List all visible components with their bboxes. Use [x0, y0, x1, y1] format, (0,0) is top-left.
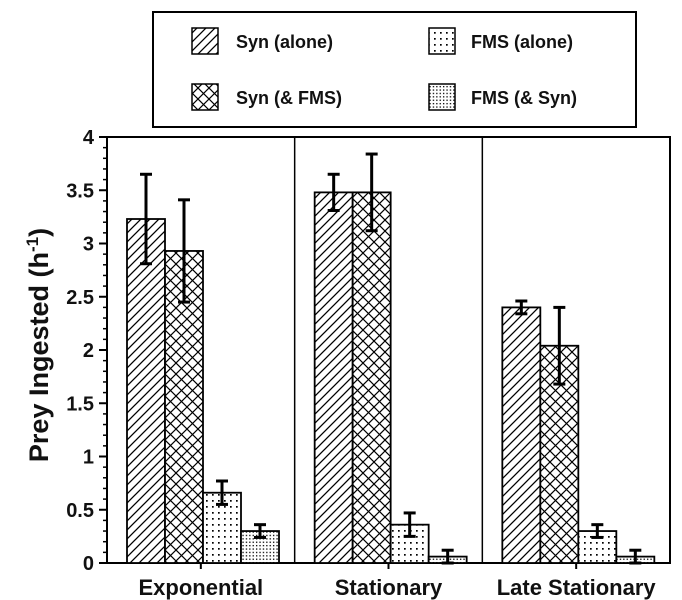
y-tick-label: 4	[83, 127, 95, 149]
legend-label-fms-alone: FMS (alone)	[471, 32, 573, 52]
legend-item-syn-fms: Syn (& FMS)	[191, 83, 342, 111]
bar	[126, 218, 166, 564]
plot-area: 0 0.5 1 1.5 2 2.5 3 3.5 4 Exponential Stationary La…	[66, 127, 671, 600]
y-tick-label: 1.5	[66, 393, 94, 415]
y-tick-label: 3.5	[66, 180, 94, 202]
x-category-label: Exponential	[138, 575, 263, 600]
y-tick-label: 1	[83, 447, 94, 469]
x-category-label: Late Stationary	[497, 575, 657, 600]
legend-item-fms-alone: FMS (alone)	[428, 27, 573, 55]
legend-label-syn-alone: Syn (alone)	[236, 32, 333, 52]
legend-item-syn-alone: Syn (alone)	[191, 27, 333, 55]
y-tick-label: 3	[83, 234, 94, 256]
legend-swatch-syn-alone	[191, 27, 219, 55]
y-tick-label: 2.5	[66, 287, 94, 309]
legend-swatch-fms-alone	[428, 27, 456, 55]
x-category-label: Stationary	[335, 575, 443, 600]
bar	[501, 306, 542, 564]
legend-frame	[152, 11, 637, 128]
legend-label-fms-syn: FMS (& Syn)	[471, 88, 577, 108]
bar	[313, 191, 354, 564]
legend: Syn (alone) FMS (alone) Syn (& FMS) FMS …	[152, 11, 637, 128]
legend-swatch-fms-syn	[428, 83, 456, 111]
legend-item-fms-syn: FMS (& Syn)	[428, 83, 577, 111]
y-axis-title-superscript: -1	[23, 237, 42, 252]
y-tick-label: 0	[83, 553, 94, 575]
bar	[351, 191, 392, 564]
legend-label-syn-fms: Syn (& FMS)	[236, 88, 342, 108]
legend-swatch-syn-fms	[191, 83, 219, 111]
y-tick-label: 2	[83, 340, 94, 362]
y-tick-label: 0.5	[66, 500, 94, 522]
y-axis-title: Prey Ingested (h-1)	[23, 228, 54, 462]
